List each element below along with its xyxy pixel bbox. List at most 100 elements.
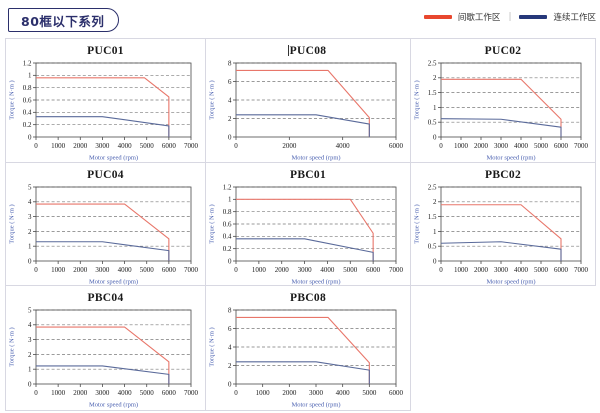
series-title-tab: 80框以下系列 (8, 8, 120, 32)
x-tick-label: 6000 (366, 266, 381, 274)
x-tick-label: 3000 (494, 142, 509, 150)
series-line (36, 77, 170, 137)
y-tick-label: 2 (28, 228, 32, 236)
x-tick-label: 1000 (454, 266, 469, 274)
y-axis-label: Torque ( N·m ) (209, 80, 216, 119)
y-axis-label: Torque ( N·m ) (9, 327, 16, 366)
y-tick-label: 5 (28, 306, 32, 314)
x-tick-label: 4000 (320, 266, 335, 274)
chart-cell-pbc04: PBC04 0 1000 2000 3000 4000 5000 6000 7000 0 1 2 3 4… (6, 286, 206, 411)
x-tick-label: 1000 (256, 389, 271, 397)
y-tick-label: 0.5 (428, 119, 437, 127)
y-tick-label: 0.2 (223, 245, 232, 253)
y-tick-label: 2 (433, 198, 437, 206)
y-tick-label: 2 (228, 362, 232, 370)
y-axis-label: Torque ( N·m ) (209, 327, 216, 366)
x-tick-label: 2000 (73, 142, 88, 150)
series-line (236, 238, 374, 261)
x-tick-label: 0 (234, 266, 238, 274)
x-tick-label: 7000 (184, 389, 199, 397)
chart-title: PUC02 (484, 45, 522, 57)
x-axis-label: Motor speed (rpm) (486, 279, 535, 286)
x-tick-label: 0 (234, 389, 238, 397)
y-tick-label: 0 (433, 133, 437, 141)
x-axis-label: Motor speed (rpm) (89, 155, 138, 162)
plot-puc04: 0 1000 2000 3000 4000 5000 6000 7000 0 1 2 3 4 5 Motor… (6, 181, 205, 285)
x-tick-label: 5000 (362, 389, 377, 397)
x-tick-label: 4000 (514, 142, 529, 150)
chart-title: PBC02 (485, 169, 521, 181)
series-line (36, 241, 170, 261)
chart-title: PBC04 (87, 292, 124, 304)
y-tick-label: 0.5 (428, 243, 437, 251)
sheet-header: 80框以下系列 间歇工作区 | 连续工作区 (0, 0, 600, 38)
chart-cell-puc04: PUC04 0 1000 2000 3000 4000 5000 6000 7000 0 1 2 3 4… (6, 163, 206, 286)
x-tick-label: 5000 (140, 266, 155, 274)
plot-pbc08: 0 1000 2000 3000 4000 5000 6000 0 2 4 6 8 Motor spee… (206, 304, 410, 408)
y-tick-label: 2.5 (428, 183, 437, 191)
y-tick-label: 0.6 (23, 96, 32, 104)
chart-cell-puc08: PUC08 0 2000 4000 6000 0 2 4 6 8 Motor speed (rpm… (206, 39, 411, 163)
y-tick-label: 0 (28, 380, 32, 388)
series-line (36, 116, 170, 137)
x-tick-label: 0 (439, 142, 443, 150)
series-line (441, 78, 562, 137)
x-tick-label: 6000 (389, 142, 404, 150)
y-axis-label: Torque ( N·m ) (414, 80, 421, 119)
y-tick-label: 0 (228, 133, 232, 141)
y-tick-label: 1.2 (23, 59, 32, 67)
y-tick-label: 4 (228, 96, 232, 104)
y-tick-label: 6 (228, 325, 232, 333)
y-tick-label: 1 (28, 72, 32, 80)
x-tick-label: 6000 (162, 266, 177, 274)
x-tick-label: 5000 (140, 389, 155, 397)
y-tick-label: 0.8 (23, 84, 32, 92)
chart-svg: 0 1000 2000 3000 4000 5000 6000 7000 0 1 2 3 4 5 Motor… (9, 183, 199, 285)
x-tick-label: 4000 (514, 266, 529, 274)
x-tick-label: 0 (34, 389, 38, 397)
y-tick-label: 0 (28, 257, 32, 265)
chart-cell-pbc08: PBC08 0 1000 2000 3000 4000 5000 6000 0 2 4 6 8 Moto… (206, 286, 411, 411)
legend-label-intermittent: 间歇工作区 (457, 13, 501, 23)
y-tick-label: 1 (433, 104, 437, 112)
x-tick-label: 3000 (95, 142, 110, 150)
x-tick-label: 7000 (574, 266, 589, 274)
chart-grid: PUC01 0 1000 2000 3000 4000 5000 6000 7000 0 0.2 0… (5, 38, 596, 411)
y-tick-label: 1.5 (428, 89, 437, 97)
x-tick-label: 4000 (118, 142, 133, 150)
series-line (236, 316, 370, 384)
x-tick-label: 1000 (51, 389, 66, 397)
plot-pbc01: 0 1000 2000 3000 4000 5000 6000 7000 0 0.2 0.4 0.6 0… (206, 181, 410, 285)
plot-frame (35, 309, 192, 385)
x-tick-label: 2000 (282, 389, 297, 397)
y-tick-label: 1.2 (223, 183, 232, 191)
chart-title: PBC08 (290, 292, 326, 304)
x-tick-label: 3000 (494, 266, 509, 274)
plot-frame (440, 186, 582, 262)
y-tick-label: 2.5 (428, 59, 437, 67)
chart-title: PBC01 (290, 169, 326, 181)
series-line (440, 118, 562, 137)
plot-puc02: 0 1000 2000 3000 4000 5000 6000 7000 0 0.5 1 1.5 2 2.… (411, 57, 595, 161)
plot-frame (35, 186, 192, 262)
series-line (36, 326, 170, 384)
y-tick-label: 0 (28, 133, 32, 141)
x-tick-label: 1000 (252, 266, 267, 274)
plot-puc08: 0 2000 4000 6000 0 2 4 6 8 Motor speed (rpm) Torqu… (206, 57, 410, 161)
plot-pbc02: 0 1000 2000 3000 4000 5000 6000 7000 0 0.5 1 1.5 2 2.… (411, 181, 595, 285)
x-tick-label: 3000 (309, 389, 324, 397)
y-tick-label: 1 (433, 228, 437, 236)
plot-puc01: 0 1000 2000 3000 4000 5000 6000 7000 0 0.2 0.4 0.6 0… (6, 57, 205, 161)
x-tick-label: 5000 (343, 266, 358, 274)
x-axis-label: Motor speed (rpm) (89, 402, 138, 409)
x-tick-label: 4000 (118, 389, 133, 397)
chart-svg: 0 1000 2000 3000 4000 5000 6000 7000 0 1 2 3 4 5 Motor… (9, 306, 199, 409)
x-tick-label: 4000 (336, 389, 351, 397)
x-axis-label: Motor speed (rpm) (486, 155, 535, 162)
chart-svg: 0 1000 2000 3000 4000 5000 6000 7000 0 0.2 0.4 0.6 0… (9, 59, 199, 162)
series-line (236, 69, 370, 137)
x-tick-label: 2000 (474, 266, 489, 274)
x-tick-label: 6000 (554, 142, 569, 150)
chart-svg: 0 1000 2000 3000 4000 5000 6000 7000 0 0.5 1 1.5 2 2.… (414, 183, 589, 286)
